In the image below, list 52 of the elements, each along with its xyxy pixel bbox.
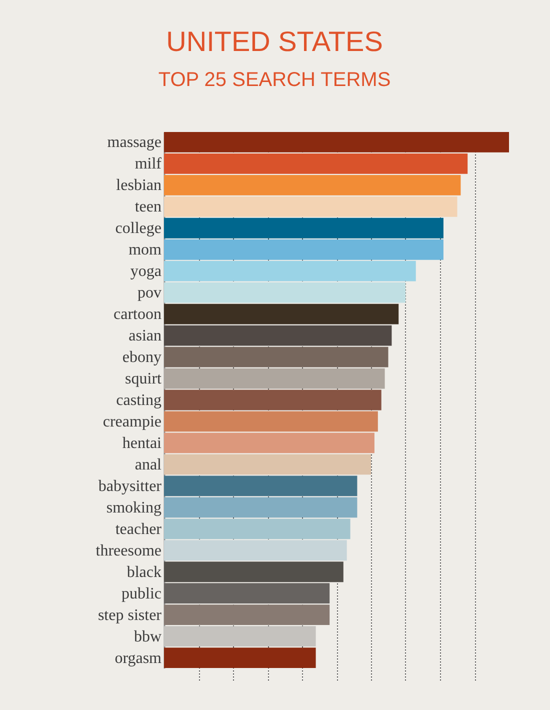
bar (164, 260, 416, 282)
bar (164, 518, 350, 540)
bar (164, 132, 509, 152)
y-tick-label: step sister (98, 606, 162, 624)
chart-subtitle: TOP 25 SEARCH TERMS (158, 69, 391, 91)
bar (164, 218, 444, 238)
bar (164, 174, 461, 196)
bar (164, 368, 385, 389)
y-tick-label: mom (128, 242, 162, 259)
bar (164, 196, 458, 217)
y-tick-label: black (126, 564, 162, 581)
y-tick-label: cartoon (114, 306, 162, 324)
bar (164, 239, 444, 260)
y-tick-label: orgasm (114, 650, 162, 667)
y-tick-label: teen (134, 198, 162, 216)
bar (164, 583, 330, 604)
y-tick-label: squirt (125, 370, 162, 388)
y-tick-label: lesbian (116, 177, 162, 194)
y-tick-label: massage (107, 134, 162, 152)
bar (164, 562, 344, 582)
bar (164, 153, 468, 174)
y-tick-label: asian (128, 328, 162, 345)
y-tick-label: ebony (122, 349, 162, 366)
bar (164, 346, 388, 368)
bar (164, 304, 399, 324)
y-tick-label: pov (138, 284, 162, 302)
bar (164, 432, 374, 454)
y-tick-label: creampie (102, 413, 162, 430)
y-tick-label: smoking (106, 499, 162, 516)
bar (164, 626, 316, 647)
y-tick-label: anal (134, 456, 162, 474)
y-tick-label: bbw (134, 628, 162, 646)
bar (164, 540, 347, 561)
bar (164, 411, 378, 432)
bar (164, 325, 392, 346)
y-tick-label: milf (134, 156, 162, 173)
y-tick-label: threesome (96, 542, 162, 560)
chart-title: UNITED STATES (166, 26, 383, 57)
y-tick-label: babysitter (98, 478, 162, 495)
bar (164, 648, 316, 668)
y-tick-label: public (122, 585, 162, 602)
bar (164, 497, 358, 518)
y-tick-label: college (115, 220, 162, 238)
bar (164, 454, 371, 475)
bar (164, 604, 330, 626)
bar (164, 476, 358, 496)
y-tick-label: casting (116, 392, 162, 409)
y-tick-label: teacher (115, 520, 162, 538)
bar (164, 390, 382, 410)
y-tick-label: hentai (122, 434, 162, 452)
y-tick-label: yoga (130, 263, 162, 280)
bar (164, 282, 406, 303)
